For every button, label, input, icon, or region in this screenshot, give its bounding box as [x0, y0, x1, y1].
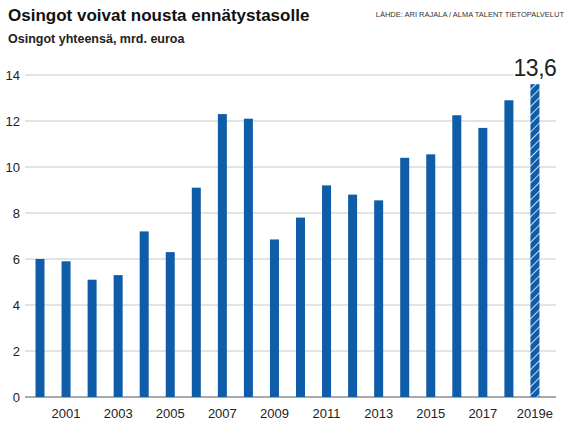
bar	[296, 218, 305, 397]
grid-line	[25, 259, 556, 260]
x-tick-label: 2017	[468, 406, 497, 421]
y-tick-label: 0	[13, 390, 20, 405]
bar	[270, 239, 279, 397]
bar	[322, 185, 331, 397]
x-tick-label: 2011	[313, 406, 341, 421]
grid	[25, 75, 556, 397]
x-tick-label: 2009	[260, 406, 289, 421]
y-tick-label: 10	[6, 160, 20, 175]
bar	[426, 154, 435, 397]
grid-line	[25, 351, 556, 352]
bar	[400, 158, 409, 397]
bar	[530, 84, 539, 397]
bar	[504, 100, 513, 397]
bar	[88, 280, 97, 397]
value-label: 13,6	[514, 55, 557, 81]
bar	[478, 128, 487, 397]
bar	[114, 275, 123, 397]
grid-line	[25, 397, 556, 398]
grid-line	[25, 75, 556, 76]
grid-line	[25, 121, 556, 122]
y-tick-label: 8	[13, 206, 20, 221]
y-tick-label: 4	[13, 298, 20, 313]
bar	[140, 231, 149, 397]
bar	[452, 115, 461, 397]
bar	[218, 114, 227, 397]
bar	[348, 195, 357, 397]
y-tick-label: 2	[13, 344, 20, 359]
grid-line	[25, 167, 556, 168]
grid-line	[25, 305, 556, 306]
y-tick-label: 12	[6, 114, 20, 129]
subtitle: Osingot yhteensä, mrd. euroa	[8, 32, 185, 46]
bar	[166, 252, 175, 397]
x-tick-label: 2001	[52, 406, 81, 421]
y-tick-label: 6	[13, 252, 20, 267]
bar	[62, 261, 71, 397]
chart-root: Osingot voivat nousta ennätystasolle Osin…	[0, 0, 570, 428]
y-tick-label: 14	[6, 68, 20, 83]
bar	[192, 188, 201, 397]
x-tick-label: 2003	[104, 406, 133, 421]
x-tick-label: 2007	[208, 406, 237, 421]
bars	[36, 84, 540, 397]
x-tick-label: 2015	[416, 406, 445, 421]
x-tick-label: 2013	[364, 406, 393, 421]
x-tick-label: 2005	[156, 406, 185, 421]
bar	[244, 119, 253, 397]
source: LÄHDE: ARI RAJALA / ALMA TALENT TIETOPAL…	[376, 10, 565, 19]
title: Osingot voivat nousta ennätystasolle	[8, 6, 309, 25]
bar	[36, 259, 45, 397]
labels: 2001 2003 2005 2007 2009 2011 2013 2015 2017 2019…	[52, 55, 557, 421]
chart-svg: Osingot voivat nousta ennätystasolle Osin…	[0, 0, 570, 428]
bar	[374, 200, 383, 397]
x-tick-label: 2019e	[517, 406, 553, 421]
grid-line	[25, 213, 556, 214]
